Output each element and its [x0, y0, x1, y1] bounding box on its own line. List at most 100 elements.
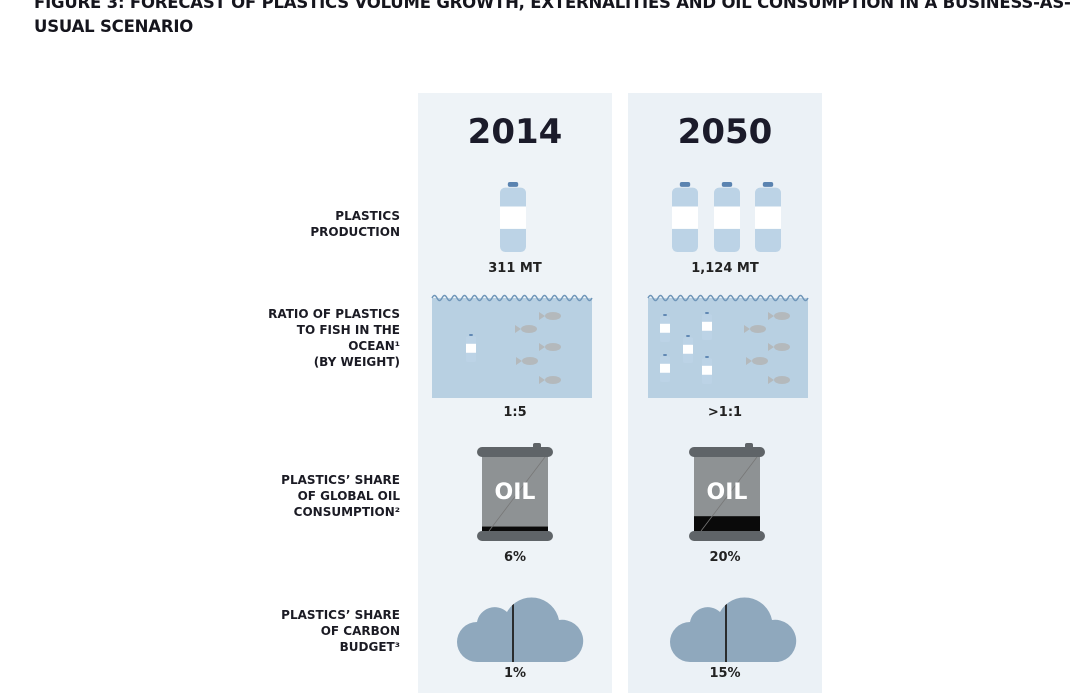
cloud-share-fill — [725, 598, 727, 662]
barrel-bottom-rim — [477, 531, 553, 541]
bottle-cap — [705, 312, 709, 314]
cloud-2050 — [670, 597, 797, 662]
ratio-value-2014: 1:5 — [503, 405, 527, 420]
water — [432, 298, 592, 398]
bottle-icon — [660, 314, 670, 342]
cloud-shape — [670, 597, 797, 662]
fish-body — [774, 312, 790, 320]
label-line: PLASTICS — [335, 209, 400, 223]
label-line: (BY WEIGHT) — [313, 355, 400, 369]
bottle-label — [500, 206, 526, 229]
fish-icon — [768, 312, 790, 320]
bottle-icon — [683, 335, 693, 363]
barrel-body — [482, 457, 548, 531]
bottle-cap — [469, 334, 473, 336]
cloud-share-fill — [512, 598, 514, 662]
year-2014: 2014 — [467, 112, 563, 152]
production-value-2014: 311 MT — [488, 261, 542, 276]
bottle-cap — [721, 182, 733, 187]
label-line: BUDGET³ — [339, 640, 400, 654]
oil-value-2014: 6% — [503, 550, 527, 565]
label-plastics-production: PLASTICS PRODUCTION — [310, 208, 400, 240]
bottle-label — [660, 363, 670, 373]
fish-icon — [515, 325, 537, 333]
cloud-shape — [457, 597, 584, 662]
ratio-value-2050: >1:1 — [707, 405, 743, 420]
label-carbon-share: PLASTICS’ SHARE OF CARBON BUDGET³ — [281, 607, 400, 655]
fish-tail — [768, 376, 774, 384]
barrel-share-fill — [482, 526, 548, 531]
fish-icon — [746, 357, 768, 365]
bottle-cap — [663, 354, 667, 356]
barrel-shine — [488, 456, 546, 532]
label-line: PLASTICS’ SHARE — [281, 608, 400, 622]
oil-label: OIL — [707, 480, 748, 505]
barrel-shine — [700, 456, 758, 532]
bottle-cap — [679, 182, 691, 187]
bottle-icon — [702, 356, 712, 384]
fish-tail — [746, 357, 752, 365]
oil-barrel-2050: OIL — [689, 443, 765, 541]
bottle-label — [660, 323, 670, 333]
oil-barrel-2014: OIL — [477, 443, 553, 541]
fish-icon — [516, 357, 538, 365]
label-line: OCEAN¹ — [348, 339, 400, 353]
figure-title: FIGURE 3: FORECAST OF PLASTICS VOLUME GR… — [34, 0, 1071, 36]
label-line: PRODUCTION — [310, 225, 400, 239]
bottle-icon — [660, 354, 670, 382]
fish-icon — [768, 376, 790, 384]
fish-tail — [768, 343, 774, 351]
bottle-label — [755, 206, 781, 229]
label-line: OF GLOBAL OIL — [297, 489, 400, 503]
label-line: TO FISH IN THE — [296, 323, 400, 337]
fish-icon — [539, 376, 561, 384]
fish-body — [774, 376, 790, 384]
fish-tail — [516, 357, 522, 365]
ocean-2014 — [431, 294, 593, 398]
bottle-icon — [500, 182, 526, 252]
wave-line — [647, 294, 809, 302]
fish-body — [522, 357, 538, 365]
oil-label: OIL — [495, 480, 536, 505]
fish-icon — [539, 343, 561, 351]
year-2050: 2050 — [677, 112, 773, 152]
bottle-cap — [507, 182, 519, 187]
fish-body — [545, 343, 561, 351]
barrel-bottom-rim — [689, 531, 765, 541]
cloud-2014 — [457, 597, 584, 662]
bottle-icon — [714, 182, 740, 252]
label-line: CONSUMPTION² — [293, 505, 400, 519]
fish-icon — [539, 312, 561, 320]
label-line: PLASTICS’ SHARE — [281, 473, 400, 487]
fish-body — [774, 343, 790, 351]
fish-body — [752, 357, 768, 365]
bottle-label — [714, 206, 740, 229]
bottle-cap — [705, 356, 709, 358]
fish-tail — [539, 376, 545, 384]
label-line: RATIO OF PLASTICS — [268, 307, 400, 321]
bottle-cap — [663, 314, 667, 316]
bottle-icon — [672, 182, 698, 252]
fish-body — [521, 325, 537, 333]
bottle-icon — [755, 182, 781, 252]
bottle-label — [466, 343, 476, 353]
bottle-icon — [702, 312, 712, 340]
fish-body — [545, 312, 561, 320]
fish-tail — [768, 312, 774, 320]
fish-body — [750, 325, 766, 333]
figure-icons: OIL OIL — [431, 182, 809, 662]
fish-tail — [744, 325, 750, 333]
fish-icon — [744, 325, 766, 333]
barrel-top-rim — [689, 447, 765, 457]
label-ratio: RATIO OF PLASTICS TO FISH IN THE OCEAN¹ … — [268, 306, 400, 370]
bottle-icon — [466, 334, 476, 362]
barrel-top-rim — [477, 447, 553, 457]
bottle-label — [683, 344, 693, 354]
bottle-label — [702, 365, 712, 375]
label-oil-share: PLASTICS’ SHARE OF GLOBAL OIL CONSUMPTIO… — [281, 472, 400, 520]
bottle-cap — [686, 335, 690, 337]
fish-tail — [539, 312, 545, 320]
oil-value-2050: 20% — [709, 550, 741, 565]
bottle-label — [702, 321, 712, 331]
bottle-cap — [762, 182, 774, 187]
